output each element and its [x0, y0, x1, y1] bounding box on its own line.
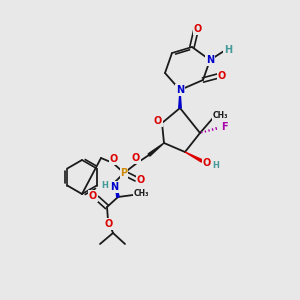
Text: CH₃: CH₃ [133, 190, 149, 199]
Text: N: N [206, 55, 214, 65]
Text: F: F [221, 122, 227, 132]
Text: H: H [102, 181, 108, 190]
Text: N: N [176, 85, 184, 95]
Text: N: N [110, 182, 118, 192]
Polygon shape [115, 182, 119, 197]
Polygon shape [185, 152, 202, 162]
Text: O: O [203, 158, 211, 168]
Text: O: O [154, 116, 162, 126]
Text: CH₃: CH₃ [212, 112, 228, 121]
Text: O: O [89, 191, 97, 201]
Text: H: H [213, 161, 219, 170]
Text: O: O [132, 153, 140, 163]
Text: O: O [137, 175, 145, 185]
Text: O: O [194, 24, 202, 34]
Text: P: P [120, 168, 128, 178]
Text: O: O [105, 219, 113, 229]
Text: O: O [218, 71, 226, 81]
Text: H: H [224, 45, 232, 55]
Polygon shape [179, 90, 181, 108]
Text: O: O [110, 154, 118, 164]
Polygon shape [148, 143, 164, 156]
